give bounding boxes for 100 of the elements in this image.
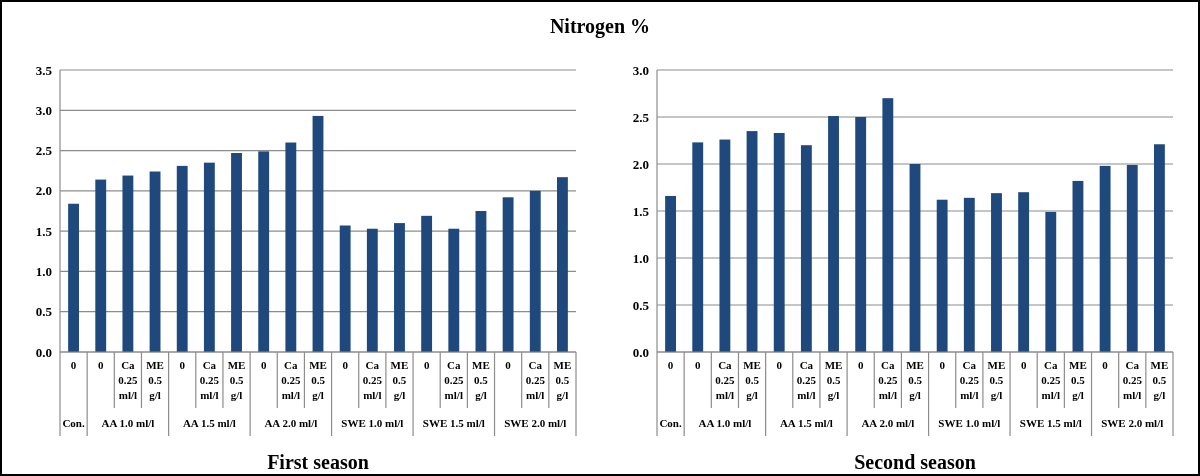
x-tick-label: Ca 0.25 ml/l (362, 359, 383, 401)
x-tick-label: 0 (260, 359, 267, 371)
x-tick-label: 0 (1020, 359, 1027, 371)
bar (746, 131, 758, 352)
x-axis-title: Second season (854, 451, 976, 473)
y-tick-label: 2.0 (35, 183, 52, 199)
bar (95, 179, 107, 352)
x-tick-label: Ca 0.25 ml/l (1122, 359, 1143, 401)
bar (312, 115, 324, 352)
bar (339, 225, 351, 352)
x-tick-label: Ca 0.25 ml/l (281, 359, 301, 401)
text: AA 2.0 ml/l (264, 417, 318, 429)
y-tick-label: 1.5 (35, 223, 53, 239)
text: AA 1.5 ml/l (182, 417, 236, 429)
x-tick-label: Ca 0.25 ml/l (959, 359, 980, 401)
x-tick-label: 0 (776, 359, 783, 371)
text: SWE 1.0 ml/l (938, 417, 1001, 429)
text: AA 2.0 ml/l (861, 417, 915, 429)
x-axis-title: First season (267, 451, 369, 473)
text: SWE 1.0 ml/l (341, 417, 404, 429)
text: SWE 1.5 ml/l (422, 417, 485, 429)
bar (991, 193, 1002, 352)
y-tick-label: 1.0 (35, 263, 52, 279)
bar (556, 177, 568, 352)
x-tick-label: 0 (1102, 359, 1109, 371)
bar (176, 165, 188, 352)
text: SWE 2.0 ml/l (1101, 417, 1164, 429)
bar (719, 139, 731, 352)
y-tick-label: 3.0 (35, 102, 52, 118)
bar (529, 190, 541, 352)
x-tick-label: 0 (667, 359, 674, 371)
y-tick-label: 0.5 (35, 304, 53, 320)
bar (1126, 164, 1138, 352)
x-tick-label: ME 0.5 g/l (472, 359, 490, 401)
bar (421, 215, 433, 352)
y-tick-label: 1.0 (632, 250, 649, 266)
bar (909, 164, 921, 352)
y-tick-label: 0.0 (632, 344, 649, 360)
x-tick-label: 0 (505, 359, 512, 371)
y-tick-label: 0.5 (632, 297, 650, 313)
bar (502, 197, 514, 352)
bar (1045, 211, 1057, 352)
x-tick-label: 0 (939, 359, 946, 371)
x-tick-label: Ca 0.25 ml/l (878, 359, 898, 401)
bar (122, 175, 134, 352)
bar (936, 199, 948, 352)
x-tick-label: 0 (97, 359, 104, 371)
text: Con. (659, 417, 682, 429)
bar (828, 116, 839, 352)
x-tick-label: 0 (70, 359, 77, 371)
text: Con. (62, 417, 85, 429)
bar (692, 142, 704, 352)
y-tick-label: 3.0 (632, 62, 649, 78)
x-tick-label: Ca 0.25 ml/l (118, 359, 139, 401)
text: AA 1.0 ml/l (101, 417, 155, 429)
x-tick-label: Ca 0.25 ml/l (525, 359, 546, 401)
bar (68, 203, 80, 352)
x-tick-label: ME 0.5 g/l (553, 359, 572, 401)
text: AA 1.5 ml/l (779, 417, 833, 429)
bar (231, 152, 242, 352)
bar (203, 162, 215, 352)
y-tick-label: 2.5 (35, 143, 53, 159)
x-tick-label: ME 0.5 g/l (227, 359, 246, 401)
y-tick-label: 0.0 (35, 344, 52, 360)
bar (882, 98, 894, 352)
chart-title: Nitrogen % (549, 15, 651, 38)
x-tick-label: 0 (857, 359, 864, 371)
bar (665, 195, 677, 352)
x-tick-label: Ca 0.25 ml/l (715, 359, 736, 401)
x-tick-label: ME 0.5 g/l (390, 359, 409, 401)
text: SWE 1.5 ml/l (1019, 417, 1082, 429)
bar (366, 228, 378, 352)
bar (963, 197, 975, 352)
x-tick-label: 0 (179, 359, 186, 371)
x-tick-label: 0 (423, 359, 430, 371)
x-tick-label: ME 0.5 g/l (1150, 359, 1169, 401)
x-tick-label: ME 0.5 g/l (1069, 359, 1087, 401)
bar (149, 171, 161, 352)
bar (855, 117, 867, 352)
bar (258, 151, 270, 352)
x-tick-label: ME 0.5 g/l (987, 359, 1006, 401)
y-tick-label: 2.5 (632, 109, 650, 125)
x-tick-label: ME 0.5 g/l (146, 359, 164, 401)
y-tick-label: 1.5 (632, 203, 650, 219)
y-tick-label: 3.5 (35, 62, 53, 78)
bar (773, 132, 785, 352)
x-tick-label: ME 0.5 g/l (309, 359, 327, 401)
bar (1153, 144, 1165, 352)
bar (285, 142, 297, 352)
bar (394, 223, 405, 352)
x-tick-label: ME 0.5 g/l (743, 359, 761, 401)
bar (1072, 180, 1084, 352)
x-tick-label: ME 0.5 g/l (906, 359, 924, 401)
y-tick-label: 2.0 (632, 156, 649, 172)
bar (1018, 192, 1030, 352)
x-tick-label: ME 0.5 g/l (824, 359, 843, 401)
bar (800, 145, 812, 352)
bar (448, 228, 460, 352)
x-tick-label: Ca 0.25 ml/l (1041, 359, 1061, 401)
bar (475, 211, 487, 352)
